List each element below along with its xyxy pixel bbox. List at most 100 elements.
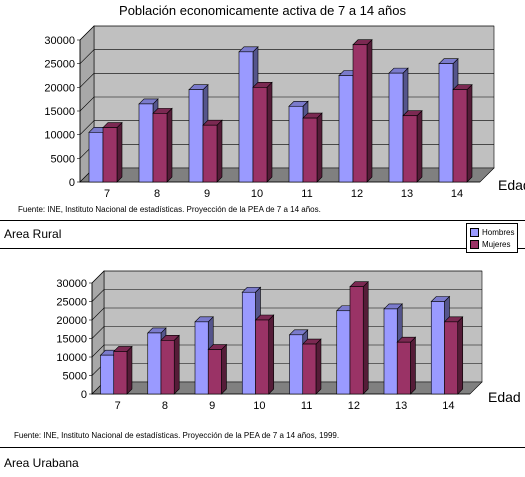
bar-front xyxy=(336,310,351,395)
mujeres-bar-7 xyxy=(113,345,133,395)
gridline xyxy=(79,25,494,41)
bar-front xyxy=(160,340,175,395)
x-tick-label: 11 xyxy=(301,188,312,200)
legend-swatch-mujeres xyxy=(470,239,479,249)
bar-side xyxy=(315,338,322,395)
mujeres-bar-14 xyxy=(443,316,464,395)
x-tick-label: 8 xyxy=(154,188,160,200)
bar-front xyxy=(255,319,270,395)
bar-front xyxy=(241,291,256,395)
bar-front xyxy=(302,343,317,395)
y-tick-label: 10000 xyxy=(56,352,87,364)
bar-side xyxy=(416,110,423,183)
bar-front xyxy=(188,89,204,183)
y-tick-label: 20000 xyxy=(44,82,75,94)
mujeres-bar-8 xyxy=(160,334,180,395)
bar-front xyxy=(102,127,118,183)
bar-side xyxy=(116,121,123,183)
y-tick-label: 0 xyxy=(81,389,87,401)
bar-front xyxy=(402,115,418,183)
gridline xyxy=(91,270,482,284)
x-tick-label: 7 xyxy=(104,188,110,200)
legend-label-mujeres: Mujeres xyxy=(482,239,511,249)
legend-swatch-hombres xyxy=(470,227,479,237)
divider xyxy=(0,447,525,448)
mujeres-bar-13 xyxy=(396,336,417,395)
bar-front xyxy=(349,286,364,395)
bar-side xyxy=(316,112,323,183)
legend-item-hombres: Hombres xyxy=(470,226,514,238)
y-tick-label: 30000 xyxy=(56,278,87,290)
x-tick-label: 14 xyxy=(451,188,463,200)
bar-front xyxy=(147,332,162,395)
bar-side xyxy=(362,280,369,395)
bar-side xyxy=(266,81,273,183)
bar-front xyxy=(138,103,154,183)
divider xyxy=(0,248,525,249)
x-tick-label: 9 xyxy=(204,188,210,200)
urban-bar-chart: 0 5000 10000 15000 20000 25000 30000 7 8 9 10 11 12 1… xyxy=(56,270,521,412)
mujeres-bar-8 xyxy=(152,107,173,183)
y-tick-label: 25000 xyxy=(56,297,87,309)
mujeres-bar-11 xyxy=(302,112,323,183)
legend: Hombres Mujeres xyxy=(466,223,519,253)
divider xyxy=(0,220,525,221)
mujeres-bar-14 xyxy=(452,83,473,183)
bar-front xyxy=(452,89,468,183)
y-tick-label: 15000 xyxy=(44,106,75,118)
bar-front xyxy=(289,334,304,395)
y-tick-label: 20000 xyxy=(56,315,87,327)
mujeres-bar-9 xyxy=(207,343,228,395)
bar-front xyxy=(88,132,104,183)
bar-front xyxy=(252,87,268,183)
bar-side xyxy=(466,83,473,183)
chart-title: Población economicamente activa de 7 a 1… xyxy=(119,3,406,18)
x-tick-label: 13 xyxy=(395,400,407,412)
legend-label-hombres: Hombres xyxy=(482,227,515,237)
mujeres-bar-10 xyxy=(252,81,273,183)
rural-bar-chart: 0 5000 10000 15000 20000 25000 30000 7 8 9 10 11 12 1… xyxy=(44,25,525,200)
bar-front xyxy=(444,321,459,395)
bar-front xyxy=(100,354,115,395)
y-tick-label: 5000 xyxy=(51,153,75,165)
y-tick-label: 30000 xyxy=(44,35,75,47)
rural-source-note: Fuente: INE, Instituto Nacional de estad… xyxy=(18,205,321,214)
x-tick-label: 7 xyxy=(115,400,121,412)
urban-source-note: Fuente: INE, Instituto Nacional de estad… xyxy=(14,431,340,440)
y-tick-label: 10000 xyxy=(44,130,75,142)
x-tick-label: 13 xyxy=(401,188,413,200)
y-tick-label: 25000 xyxy=(44,59,75,71)
bar-side xyxy=(173,334,180,395)
bar-side xyxy=(221,343,227,395)
x-tick-label: 11 xyxy=(301,400,312,412)
bar-side xyxy=(457,316,464,395)
x-tick-label: 14 xyxy=(442,400,454,412)
legend-item-mujeres: Mujeres xyxy=(470,238,514,250)
bar-front xyxy=(430,301,445,395)
mujeres-bar-9 xyxy=(202,119,223,183)
bar-front xyxy=(396,341,411,395)
x-tick-label: 8 xyxy=(162,400,168,412)
bar-front xyxy=(383,308,398,395)
bar-side xyxy=(366,39,373,183)
rural-area-label: Area Rural xyxy=(4,227,62,241)
bar-front xyxy=(202,124,218,183)
bar-front xyxy=(338,75,354,183)
bar-side xyxy=(126,345,133,395)
plot-area: 0 5000 10000 15000 20000 25000 30000 7 8 9 10 11 12 1… xyxy=(56,270,521,412)
x-tick-label: 10 xyxy=(253,400,265,412)
plot-area: 0 5000 10000 15000 20000 25000 30000 7 8 9 10 11 12 1… xyxy=(44,25,525,200)
bar-front xyxy=(113,351,128,395)
bar-side xyxy=(268,314,275,395)
urban-area-label: Area Urabana xyxy=(4,456,79,470)
bar-side xyxy=(216,119,223,183)
x-tick-label: 12 xyxy=(351,188,363,200)
bar-front xyxy=(152,113,168,183)
y-tick-label: 15000 xyxy=(56,334,87,346)
bar-front xyxy=(438,63,454,183)
y-tick-label: 0 xyxy=(69,177,75,189)
mujeres-bar-12 xyxy=(352,39,373,183)
bar-front xyxy=(288,105,304,183)
mujeres-bar-12 xyxy=(349,280,369,395)
x-axis-label: Edad xyxy=(498,177,525,193)
